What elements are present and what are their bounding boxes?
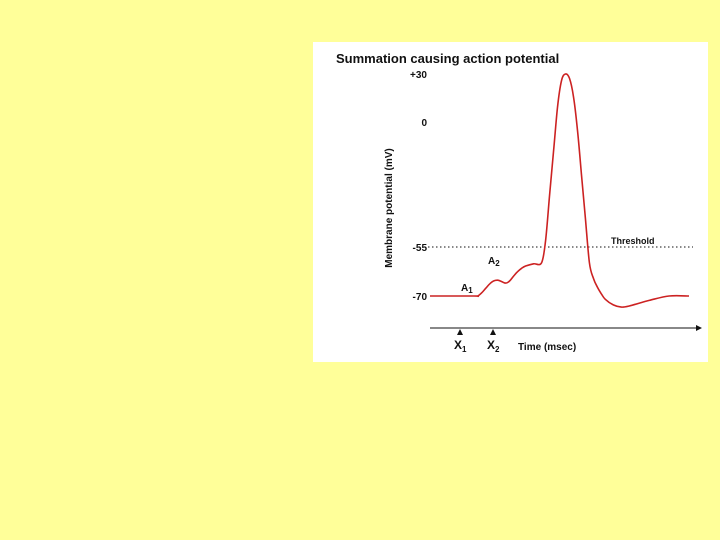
membrane-potential-trace (430, 73, 690, 308)
y-axis-title: Membrane potential (mV) (384, 148, 395, 267)
y-tick-label: +30 (410, 70, 427, 81)
y-tick-label: 0 (421, 118, 427, 129)
x-axis-arrowhead (696, 325, 702, 331)
chart-figure: Summation causing action potential +30 0… (313, 42, 708, 362)
chart-title: Summation causing action potential (336, 51, 559, 66)
stimulus-x1-label: X1 (454, 338, 467, 354)
annotation-a2-label: A2 (488, 256, 500, 268)
action-potential-chart: Summation causing action potential +30 0… (336, 51, 702, 354)
stimulus-x2-marker (490, 329, 496, 335)
annotation-a1-label: A1 (461, 283, 473, 295)
y-tick-label: -70 (413, 292, 428, 303)
threshold-label: Threshold (611, 236, 655, 246)
y-tick-label: -55 (413, 243, 428, 254)
stimulus-x2-label: X2 (487, 338, 500, 354)
x-axis-title: Time (msec) (518, 342, 576, 353)
stimulus-x1-marker (457, 329, 463, 335)
